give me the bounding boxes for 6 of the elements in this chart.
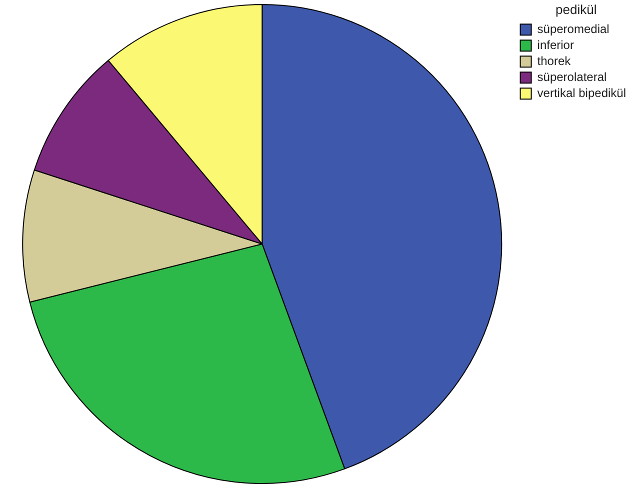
legend-label: thorek [537, 54, 572, 68]
legend-label: süperomedial [537, 22, 610, 36]
legend-label: inferior [537, 38, 574, 52]
legend-title: pedikül [556, 2, 597, 18]
legend-label: süperolateral [537, 70, 607, 84]
legend-label: vertikal bipedikül [537, 86, 626, 100]
